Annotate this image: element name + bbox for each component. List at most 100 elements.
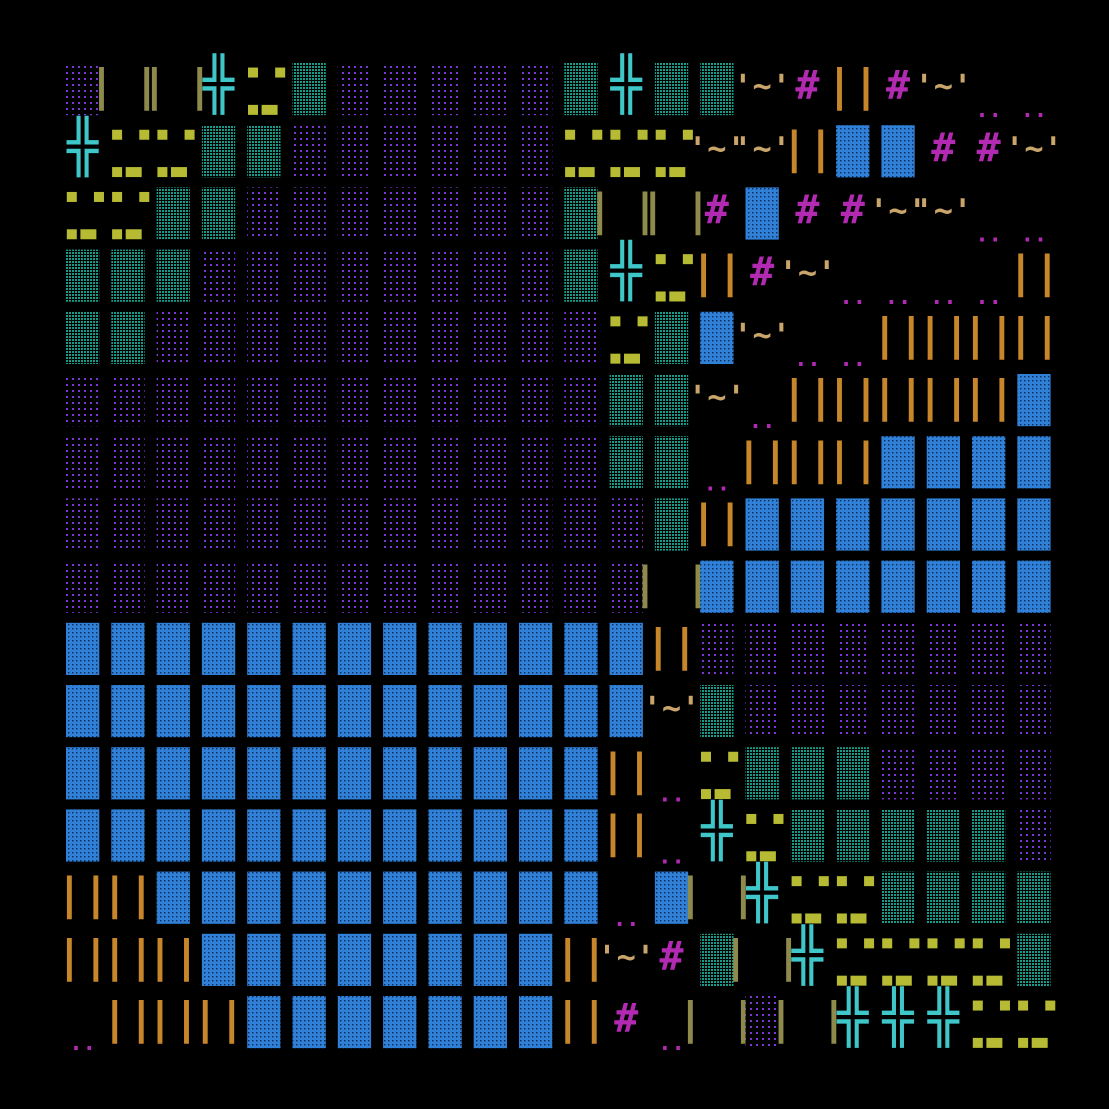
tile-P	[564, 560, 598, 613]
tile-P	[383, 374, 417, 427]
tile-P	[519, 560, 553, 613]
glyph-O: ||	[147, 931, 200, 982]
tile-P	[247, 560, 281, 613]
tile-B	[972, 436, 1006, 489]
tile-P	[564, 436, 598, 489]
tile-P	[836, 685, 870, 738]
glyph-L: | |	[677, 993, 756, 1044]
tile-B	[428, 747, 462, 800]
tile-P	[972, 685, 1006, 738]
glyph-W: '~'	[688, 378, 746, 416]
tile-P	[519, 63, 553, 116]
tile-B	[700, 311, 734, 364]
tile-P	[519, 311, 553, 364]
tile-B	[247, 871, 281, 924]
tile-T	[66, 311, 100, 364]
marker	[836, 876, 847, 887]
glyph-C: ╬	[202, 53, 236, 115]
tile-T	[292, 63, 326, 116]
tile-B	[519, 747, 553, 800]
marker	[909, 938, 920, 949]
tile-B	[1017, 436, 1051, 489]
marker	[791, 913, 802, 924]
glyph-C: ╬	[881, 986, 915, 1048]
glyph-C: ╬	[700, 800, 734, 862]
marker	[565, 167, 576, 178]
tile-B	[564, 809, 598, 862]
tile-B	[519, 996, 553, 1049]
tile-P	[337, 560, 372, 613]
tile-B	[201, 747, 236, 800]
tile-P	[473, 498, 507, 551]
marker	[1031, 1037, 1048, 1048]
tile-B	[473, 933, 507, 986]
glyph-O: ||	[690, 247, 743, 298]
tile-B	[564, 685, 598, 738]
tile-B	[654, 871, 689, 924]
glyph-W: '~'	[733, 316, 791, 354]
tile-P	[201, 436, 236, 489]
marker	[1018, 1037, 1029, 1048]
marker	[125, 229, 142, 240]
tile-P	[201, 249, 236, 302]
tile-B	[66, 747, 100, 800]
tile-P	[337, 311, 372, 364]
tile-P	[201, 374, 236, 427]
glyph-H: #	[705, 188, 729, 234]
tile-P	[337, 498, 372, 551]
tile-P	[473, 249, 507, 302]
marker	[139, 191, 150, 202]
tile-P	[247, 374, 281, 427]
marker	[623, 353, 640, 364]
tile-P	[1017, 685, 1051, 738]
marker	[805, 913, 822, 924]
tile-B	[247, 809, 281, 862]
tile-T	[111, 311, 145, 364]
marker	[157, 129, 168, 140]
glyph-C: ╬	[791, 924, 825, 986]
tile-B	[836, 125, 870, 178]
tile-P	[836, 622, 870, 675]
tile-B	[519, 685, 553, 738]
tile-P	[745, 685, 779, 738]
tile-P	[519, 436, 553, 489]
glyph-O: ||	[736, 433, 789, 484]
tile-P	[66, 436, 100, 489]
glyph-D: ..	[704, 471, 731, 496]
tile-P	[66, 560, 100, 613]
glyph-C: ╬	[836, 986, 870, 1048]
tile-B	[881, 560, 915, 613]
glyph-O: ||	[101, 869, 154, 920]
glyph-O: ||	[690, 496, 743, 547]
marker	[655, 291, 666, 302]
glyph-D: ..	[975, 285, 1002, 310]
glyph-O: ||	[872, 371, 925, 422]
tile-P	[881, 622, 915, 675]
glyph-L: | |	[677, 869, 756, 920]
glyph-H: #	[795, 188, 819, 234]
tile-T	[972, 809, 1006, 862]
glyph-D: ..	[975, 223, 1002, 248]
tile-B	[1017, 560, 1051, 613]
tile-T	[836, 809, 870, 862]
marker	[592, 129, 603, 140]
tile-B	[428, 933, 462, 986]
tile-P	[519, 125, 553, 178]
tile-P	[156, 374, 190, 427]
tile-B	[156, 747, 190, 800]
glyph-O: ||	[101, 993, 154, 1044]
marker	[818, 876, 829, 887]
tile-T	[654, 374, 689, 427]
tile-B	[881, 436, 915, 489]
tile-B	[790, 560, 825, 613]
tile-T	[201, 187, 236, 240]
tile-P	[473, 560, 507, 613]
tile-T	[1017, 871, 1051, 924]
tile-T	[836, 747, 870, 800]
glyph-C: ╬	[927, 986, 961, 1048]
marker	[941, 975, 958, 986]
glyph-L: | |	[768, 993, 847, 1044]
tile-P	[1017, 809, 1051, 862]
marker	[864, 938, 875, 949]
tile-P	[428, 560, 462, 613]
